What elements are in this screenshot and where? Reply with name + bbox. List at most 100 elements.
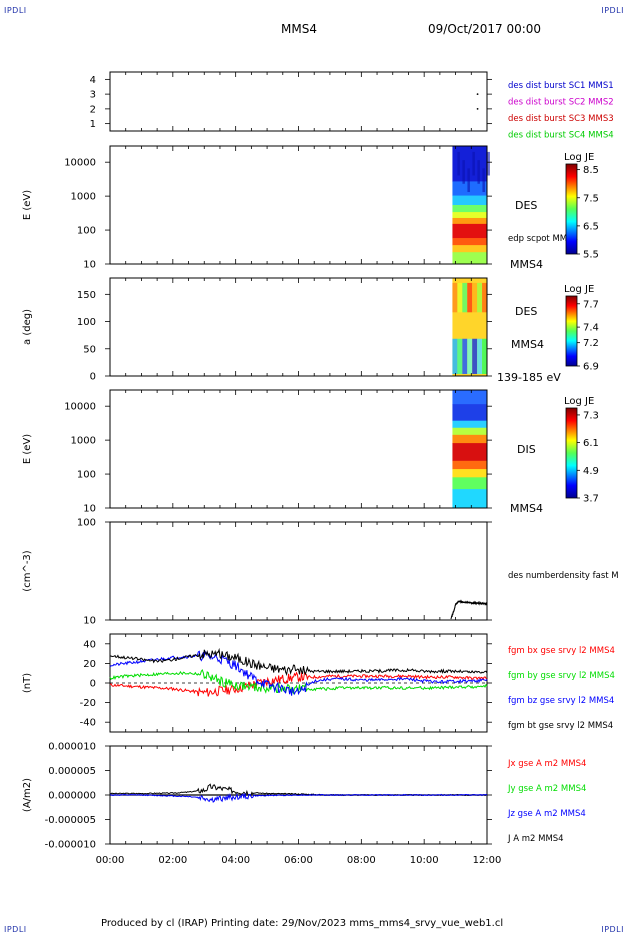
des-pitch-cell — [477, 282, 483, 313]
current-line-jz — [110, 792, 488, 803]
des-energy-streak — [487, 151, 490, 176]
des-energy-band — [452, 205, 487, 213]
des-pitch-label: DES — [515, 305, 537, 318]
des-energy-mms-label: MMS4 — [510, 258, 543, 271]
des-pitch-cell — [462, 282, 468, 313]
panel-frame — [109, 389, 488, 509]
y-axis-label: a (deg) — [22, 309, 33, 345]
y-tick-label: 10000 — [64, 158, 96, 169]
des-energy-band — [452, 195, 487, 206]
des-pitch-cell — [472, 338, 478, 375]
current-legend-entry: Jz gse A m2 MMS4 — [507, 809, 586, 819]
y-tick-label: 0.000010 — [48, 742, 96, 753]
des-energy-streak — [467, 168, 470, 193]
burst-legend-entry: des dist burst SC2 MMS2 — [508, 98, 614, 108]
des-pitch-cell — [462, 338, 468, 375]
des-pitch-cell — [467, 338, 473, 375]
y-tick-label: 0.000000 — [48, 791, 96, 802]
des-energy-label: DES — [515, 199, 537, 212]
y-tick-label: 40 — [83, 639, 96, 650]
y-tick-label: 1 — [90, 119, 96, 130]
burst-legend-entry: des dist burst SC1 MMS1 — [508, 81, 614, 91]
y-tick-label: 0.000005 — [48, 766, 96, 777]
des-pitch-cell — [472, 282, 478, 313]
dis-energy-colorbar-title: Log JE — [564, 396, 594, 407]
y-tick-label: 100 — [77, 226, 96, 237]
des-energy-band — [452, 252, 487, 265]
burst-point — [476, 107, 479, 110]
des-pitch-colorbar — [565, 295, 578, 367]
dis-energy-band — [452, 489, 487, 509]
y-tick-label: 4 — [90, 75, 96, 86]
time-tick-label: 08:00 — [347, 855, 376, 866]
burst-legend-entry: des dist burst SC3 MMS3 — [508, 114, 614, 124]
y-axis-label: (A/m2) — [22, 778, 33, 812]
des-pitch-colorbar-title: Log JE — [564, 284, 594, 295]
time-tick-label: 06:00 — [284, 855, 313, 866]
dis-energy-band — [452, 420, 487, 429]
time-tick-label: 04:00 — [221, 855, 250, 866]
y-tick-label: -0.000005 — [45, 815, 96, 826]
b-field-legend-entry: fgm bz gse srvy l2 MMS4 — [508, 696, 614, 706]
des-energy-streak — [477, 160, 480, 184]
burst-legend-entry: des dist burst SC4 MMS4 — [508, 131, 614, 141]
colorbar-tick-label: 3.7 — [583, 494, 599, 505]
des-pitch-cell — [457, 282, 463, 313]
dis-energy-band — [452, 477, 487, 490]
y-tick-label: 10000 — [64, 402, 96, 413]
des-energy-colorbar — [565, 163, 578, 255]
des-pitch-cell — [482, 338, 487, 375]
dis-energy-band — [452, 427, 487, 436]
des-pitch-mms-label: MMS4 — [511, 338, 544, 351]
y-axis-label: (nT) — [22, 673, 33, 693]
b-field-legend-entry: fgm bt gse srvy l2 MMS4 — [508, 721, 613, 731]
y-axis-label: E (eV) — [22, 190, 33, 220]
scpot-label: edp scpot MMS4 — [508, 234, 578, 244]
y-tick-label: 10 — [83, 260, 96, 271]
dis-energy-colorbar — [565, 407, 578, 499]
density-legend-entry: des numberdensity fast M — [508, 571, 619, 581]
y-tick-label: 3 — [90, 90, 96, 101]
des-energy-band — [452, 212, 487, 219]
colorbar-tick-label: 6.1 — [583, 438, 599, 449]
b-field-legend-entry: fgm by gse srvy l2 MMS4 — [508, 671, 615, 681]
des-energy-streak — [482, 168, 485, 193]
current-line-j — [109, 783, 488, 797]
des-pitch-cell — [452, 338, 458, 375]
burst-point — [476, 93, 479, 96]
dis-energy-mms-label: MMS4 — [510, 502, 543, 515]
colorbar-tick-label: 6.9 — [583, 362, 599, 373]
colorbar-tick-label: 7.2 — [583, 338, 599, 349]
panel-frame — [109, 277, 488, 377]
time-tick-label: 02:00 — [158, 855, 187, 866]
y-tick-label: 20 — [83, 659, 96, 670]
y-tick-label: 0 — [90, 679, 96, 690]
des-pitch-cell — [467, 282, 473, 313]
dis-energy-band — [452, 434, 487, 444]
y-axis-label: (cm^-3) — [22, 550, 33, 591]
colorbar-tick-label: 6.5 — [583, 221, 599, 232]
des-pitch-energy-range: 139-185 eV — [497, 371, 561, 384]
corner-label-top-left: IPDLI — [4, 6, 27, 15]
y-tick-label: 10 — [83, 616, 96, 627]
y-tick-label: 0 — [90, 372, 96, 383]
des-energy-band — [452, 245, 487, 253]
des-pitch-cell — [452, 282, 458, 313]
dis-energy-band — [452, 390, 487, 405]
y-tick-label: 100 — [77, 518, 96, 529]
colorbar-tick-label: 7.3 — [583, 410, 599, 421]
y-tick-label: 2 — [90, 104, 96, 115]
y-tick-label: 100 — [77, 317, 96, 328]
des-energy-band — [452, 238, 487, 246]
colorbar-tick-label: 7.7 — [583, 299, 599, 310]
time-tick-label: 00:00 — [96, 855, 125, 866]
colorbar-tick-label: 7.4 — [583, 323, 599, 334]
dis-energy-band — [452, 460, 487, 470]
b-field-line-bz — [109, 650, 488, 696]
colorbar-tick-label: 4.9 — [583, 466, 599, 477]
y-tick-label: 1000 — [71, 192, 96, 203]
y-tick-label: 100 — [77, 470, 96, 481]
panel-frame — [109, 145, 488, 265]
corner-label-top-right: IPDLI — [601, 6, 624, 15]
